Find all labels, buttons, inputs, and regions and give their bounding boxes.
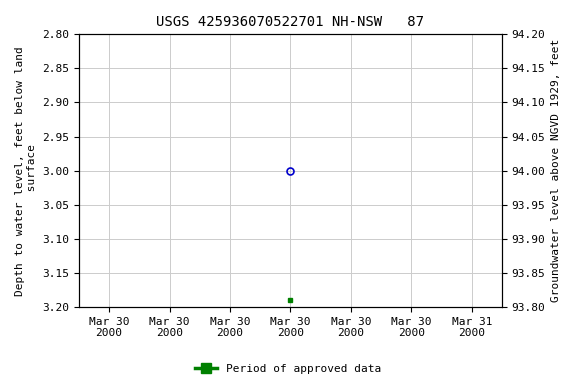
Legend: Period of approved data: Period of approved data (191, 359, 385, 379)
Y-axis label: Groundwater level above NGVD 1929, feet: Groundwater level above NGVD 1929, feet (551, 39, 561, 302)
Title: USGS 425936070522701 NH-NSW   87: USGS 425936070522701 NH-NSW 87 (157, 15, 425, 29)
Y-axis label: Depth to water level, feet below land
 surface: Depth to water level, feet below land su… (15, 46, 37, 296)
